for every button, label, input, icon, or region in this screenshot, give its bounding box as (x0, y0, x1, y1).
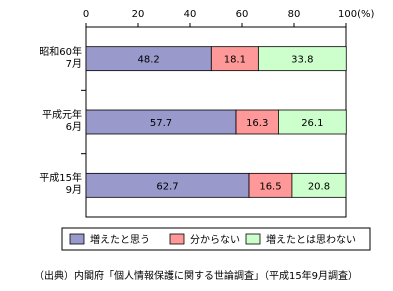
data-label: 33.8 (291, 55, 313, 66)
bar-segment (257, 46, 347, 72)
y-tick-label: 平成元年 6月 (42, 110, 82, 133)
y-tick-label: 平成15年 9月 (39, 173, 82, 197)
x-tick-label: 0 (83, 9, 89, 20)
legend-box (61, 227, 371, 251)
bar-segment (85, 172, 250, 198)
x-tick-label: 40 (184, 9, 197, 20)
legend-swatch (169, 233, 185, 245)
bar-segment (291, 172, 347, 198)
data-label: 26.1 (301, 118, 323, 129)
data-label: 16.5 (259, 181, 281, 192)
legend-label: 増えたと思う (90, 233, 150, 246)
bar-segment (248, 172, 293, 198)
x-tick-label: 60 (236, 9, 249, 20)
data-label: 62.7 (156, 181, 178, 192)
bar-segment (85, 109, 237, 135)
x-tick-label: 20 (132, 9, 145, 20)
bar-segment (235, 109, 279, 135)
legend-swatch (245, 233, 261, 245)
data-label: 16.3 (246, 118, 268, 129)
bar-segment (277, 109, 347, 135)
legend-label: 分からない (190, 234, 240, 246)
x-tick-label: 100(%) (338, 9, 374, 20)
data-label: 48.2 (138, 55, 160, 66)
legend-swatch (69, 233, 85, 245)
data-label: 57.7 (150, 118, 172, 129)
source-note: （出典）内閣府「個人情報保護に関する世論調査」（平成15年9月調査） (34, 269, 358, 282)
data-label: 20.8 (308, 181, 330, 192)
y-tick-label: 昭和60年 7月 (39, 46, 82, 70)
x-tick-label: 80 (288, 9, 301, 20)
data-label: 18.1 (224, 55, 246, 66)
legend-label: 増えたとは思わない (266, 233, 356, 246)
